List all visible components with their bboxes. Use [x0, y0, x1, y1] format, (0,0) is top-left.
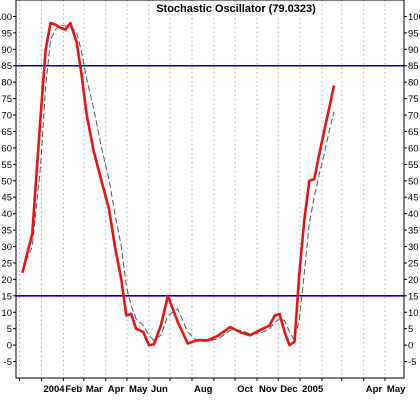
ytick-label-left: -5	[4, 357, 12, 368]
xtick-label: Apr	[108, 384, 125, 395]
ytick-label-left: 85	[1, 61, 12, 72]
ytick-label-left: 30	[1, 242, 12, 253]
ytick-label-right: 90	[408, 45, 419, 56]
xtick-label: May	[129, 384, 148, 395]
ytick-label-right: 45	[408, 193, 419, 204]
ytick-label-right: 85	[408, 61, 419, 72]
chart-title: Stochastic Oscillator (79.0323)	[156, 3, 316, 15]
grid-lines	[19, 0, 386, 378]
ytick-label-right: 35	[408, 226, 419, 237]
ytick-label-left: 0	[7, 341, 12, 352]
ytick-label-right: 25	[408, 258, 419, 269]
ytick-label-left: 15	[1, 291, 12, 302]
y-axis-right-ticks: -5 0 5 10 15 20 25 30 35 40 45 50 55 60 65 70 75 80 85 90 95…	[404, 12, 420, 368]
ytick-label-right: 60	[408, 143, 419, 154]
ytick-label-left: 100	[0, 12, 12, 23]
plot-area-frame	[15, 0, 405, 379]
ytick-label-right: 5	[408, 324, 413, 335]
xtick-label: Oct	[237, 384, 254, 395]
ytick-label-left: 70	[1, 111, 12, 122]
series-group	[21, 21, 336, 347]
ytick-label-left: 90	[1, 45, 12, 56]
ytick-label-right: 55	[408, 160, 419, 171]
xtick-label: May	[387, 384, 406, 395]
ytick-label-left: 20	[1, 275, 12, 286]
xtick-label: Dec	[280, 384, 297, 395]
ytick-label-right: 0	[408, 341, 413, 352]
xtick-label: Feb	[65, 384, 82, 395]
xtick-label: 2005	[302, 384, 324, 395]
ytick-label-left: 5	[7, 324, 12, 335]
xtick-label: Nov	[259, 384, 278, 395]
ytick-label-right: -5	[408, 357, 416, 368]
ytick-label-right: 65	[408, 127, 419, 138]
y-axis-left-ticks: -5 0 5 10 15 20 25 30 35 40 45 50 55 60 65 70 75 80 85 90 95…	[0, 12, 16, 368]
ytick-label-left: 10	[1, 308, 12, 319]
ytick-label-right: 75	[408, 94, 419, 105]
ytick-label-left: 80	[1, 78, 12, 89]
x-axis-ticks: 2004 Feb Mar Apr May Jun Aug Oct Nov Dec 2005 Apr Ma…	[19, 378, 406, 395]
signal-line	[21, 24, 335, 342]
reference-lines	[16, 64, 404, 297]
ytick-label-left: 45	[1, 193, 12, 204]
ytick-label-right: 40	[408, 209, 419, 220]
xtick-label: Aug	[194, 384, 213, 395]
ytick-label-left: 55	[1, 160, 12, 171]
ytick-label-left: 95	[1, 28, 12, 39]
ytick-label-right: 20	[408, 275, 419, 286]
ytick-label-right: 70	[408, 111, 419, 122]
ytick-label-left: 25	[1, 258, 12, 269]
ytick-label-right: 100	[408, 12, 420, 23]
ytick-label-left: 75	[1, 94, 12, 105]
ytick-label-right: 80	[408, 78, 419, 89]
ytick-label-left: 65	[1, 127, 12, 138]
ytick-label-right: 15	[408, 291, 419, 302]
ytick-label-left: 50	[1, 176, 12, 187]
ytick-label-right: 30	[408, 242, 419, 253]
stochastic-line	[21, 21, 336, 347]
xtick-label: Mar	[86, 384, 103, 395]
xtick-label: Jun	[151, 384, 168, 395]
ytick-label-left: 60	[1, 143, 12, 154]
ytick-label-left: 40	[1, 209, 12, 220]
ytick-label-right: 95	[408, 28, 419, 39]
ytick-label-right: 10	[408, 308, 419, 319]
ytick-label-left: 35	[1, 226, 12, 237]
ytick-label-right: 50	[408, 176, 419, 187]
xtick-label: Apr	[366, 384, 383, 395]
xtick-label: 2004	[43, 384, 65, 395]
